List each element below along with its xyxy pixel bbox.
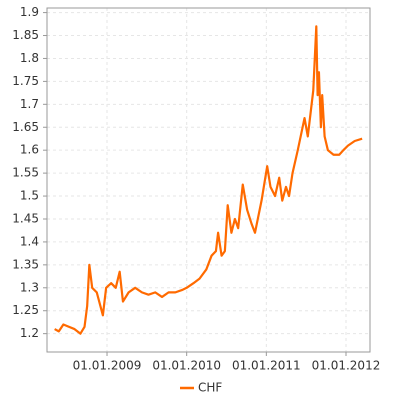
y-tick-label: 1.5	[20, 189, 39, 203]
y-tick-label: 1.6	[20, 143, 39, 157]
y-tick-label: 1.2	[20, 326, 39, 340]
y-tick-label: 1.25	[12, 303, 39, 317]
y-tick-label: 1.75	[12, 74, 39, 88]
y-tick-label: 1.45	[12, 211, 39, 225]
y-tick-label: 1.55	[12, 166, 39, 180]
x-tick-label: 01.01.2011	[232, 359, 301, 373]
y-tick-label: 1.3	[20, 280, 39, 294]
y-tick-label: 1.4	[20, 234, 39, 248]
legend-label: CHF	[198, 381, 222, 395]
y-tick-label: 1.85	[12, 28, 39, 42]
x-tick-label: 01.01.2009	[73, 359, 142, 373]
x-tick-label: 01.01.2010	[152, 359, 221, 373]
y-tick-label: 1.35	[12, 257, 39, 271]
y-tick-label: 1.9	[20, 5, 39, 19]
plot-frame	[46, 7, 371, 353]
x-tick-label: 01.01.2012	[312, 359, 381, 373]
y-tick-label: 1.8	[20, 51, 39, 65]
y-tick-label: 1.7	[20, 97, 39, 111]
y-tick-label: 1.65	[12, 120, 39, 134]
series-line	[54, 25, 363, 335]
